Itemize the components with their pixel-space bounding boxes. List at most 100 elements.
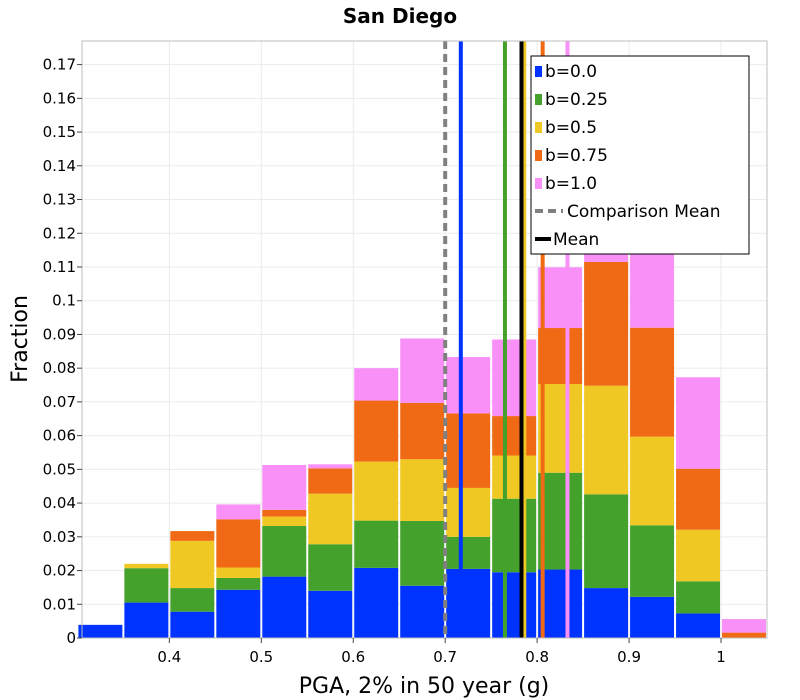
legend-swatch [535, 178, 542, 189]
x-axis: 0.4 0.5 0.6 0.7 0.8 0.9 1 [157, 638, 726, 666]
bar-segment-b-0-75 [584, 261, 629, 386]
bar-segment-b-0-5 [630, 436, 675, 526]
y-tick-label: 0.15 [43, 123, 76, 141]
bar-segment-b-0-5 [538, 384, 583, 473]
bar-segment-b-0-5 [446, 487, 491, 537]
y-tick-label: 0.17 [43, 56, 76, 74]
bar-segment-b-1-0 [400, 338, 445, 403]
bar-segment-b-0-0 [446, 568, 491, 638]
legend-label: b=0.75 [545, 146, 608, 166]
y-tick-label: 0.12 [43, 224, 76, 242]
y-axis-label: Fraction [8, 295, 33, 383]
bar-segment-b-0-5 [124, 563, 169, 569]
x-tick-label: 0.7 [433, 648, 457, 666]
bar-segment-b-1-0 [446, 357, 491, 414]
legend-label: b=0.5 [545, 118, 597, 138]
y-tick-label: 0.1 [52, 292, 76, 310]
y-tick-label: 0.01 [43, 595, 76, 613]
bar-segment-b-0-75 [538, 328, 583, 385]
bar-segment-b-0-5 [400, 459, 445, 521]
y-tick-label: 0 [66, 629, 76, 647]
x-tick-label: 0.5 [249, 648, 273, 666]
legend: b=0.0 b=0.25 b=0.5 b=0.75 b=1.0 Comparison Me… [530, 55, 750, 255]
bar-segment-b-0-75 [354, 400, 399, 462]
bar-segment-b-1-0 [722, 619, 766, 633]
bar-segment-b-0-25 [354, 520, 399, 568]
bar-segment-b-0-0 [630, 596, 675, 638]
bar-segment-b-0-75 [446, 413, 491, 488]
legend-swatch [535, 66, 542, 77]
bar-segment-b-0-25 [446, 536, 491, 569]
bar-segment-b-0-25 [262, 526, 307, 577]
bar-segment-b-0-0 [400, 585, 445, 638]
bar-segment-b-1-0 [354, 368, 399, 401]
legend-label: b=1.0 [545, 174, 597, 194]
bar-segment-b-0-75 [492, 416, 537, 456]
bar-segment-b-0-75 [722, 632, 766, 638]
legend-label: b=0.25 [545, 90, 608, 110]
bar-segment-b-0-0 [538, 569, 583, 638]
chart-title: San Diego [343, 4, 457, 28]
bar-segment-b-0-75 [630, 327, 675, 437]
y-tick-label: 0.14 [43, 157, 76, 175]
bar-segment-b-0-0 [584, 588, 629, 638]
bar-segment-b-1-0 [538, 267, 583, 329]
bar-segment-b-0-25 [308, 544, 353, 591]
x-axis-label: PGA, 2% in 50 year (g) [299, 674, 550, 699]
x-tick-label: 0.9 [617, 648, 641, 666]
bar-segment-b-0-0 [124, 602, 169, 638]
legend-label: Mean [553, 230, 599, 250]
bar-segment-b-0-75 [170, 531, 215, 541]
bar-segment-b-1-0 [676, 377, 721, 469]
y-tick-label: 0.06 [43, 427, 76, 445]
bar-segment-b-0-0 [492, 572, 537, 638]
x-tick-label: 0.6 [341, 648, 365, 666]
bar-segment-b-0-25 [630, 525, 675, 597]
bar-segment-b-0-75 [676, 468, 721, 530]
bar-segment-b-0-5 [354, 461, 399, 521]
bar-segment-b-0-0 [676, 613, 721, 638]
bar-segment-b-1-0 [216, 504, 261, 520]
bar-segment-b-1-0 [262, 464, 307, 510]
bar-segment-b-0-5 [308, 493, 353, 545]
y-tick-label: 0.08 [43, 359, 76, 377]
legend-swatch [535, 122, 542, 133]
bar-segment-b-0-25 [400, 520, 445, 586]
bar-segment-b-0-25 [170, 588, 215, 612]
legend-swatch [535, 150, 542, 161]
bar-segment-b-0-0 [308, 590, 353, 638]
bar-segment-b-1-0 [492, 339, 537, 417]
bar-segment-b-0-25 [538, 472, 583, 570]
y-tick-label: 0.11 [43, 258, 76, 276]
bar-segment-b-0-0 [354, 567, 399, 638]
y-tick-label: 0.16 [43, 89, 76, 107]
x-tick-label: 0.4 [157, 648, 181, 666]
y-tick-label: 0.13 [43, 191, 76, 209]
legend-box [530, 55, 750, 255]
bar-segment-b-0-25 [216, 577, 261, 590]
bar-segment-b-0-5 [216, 567, 261, 578]
y-tick-label: 0.02 [43, 562, 76, 580]
bar-segment-b-0-0 [216, 589, 261, 638]
bar-segment-b-0-75 [262, 509, 307, 517]
y-tick-label: 0.09 [43, 325, 76, 343]
bar-segment-b-0-0 [170, 611, 215, 638]
bar-segment-b-0-0 [78, 624, 123, 638]
mean-lines-group [443, 41, 570, 638]
y-tick-label: 0.05 [43, 460, 76, 478]
bar-segment-b-0-25 [584, 494, 629, 589]
bar-segment-b-0-25 [124, 568, 169, 603]
y-tick-label: 0.07 [43, 393, 76, 411]
bar-segment-b-0-25 [676, 581, 721, 614]
bar-segment-b-0-5 [492, 455, 537, 499]
bar-segment-b-0-75 [308, 468, 353, 494]
x-tick-label: 0.8 [525, 648, 549, 666]
bar-segment-b-0-5 [262, 516, 307, 527]
y-tick-label: 0.04 [43, 494, 76, 512]
bar-segment-b-0-25 [492, 498, 537, 573]
legend-swatch [535, 94, 542, 105]
bar-segment-b-0-75 [216, 519, 261, 568]
plot-frame [81, 40, 768, 639]
bar-segment-b-1-0 [308, 464, 353, 469]
